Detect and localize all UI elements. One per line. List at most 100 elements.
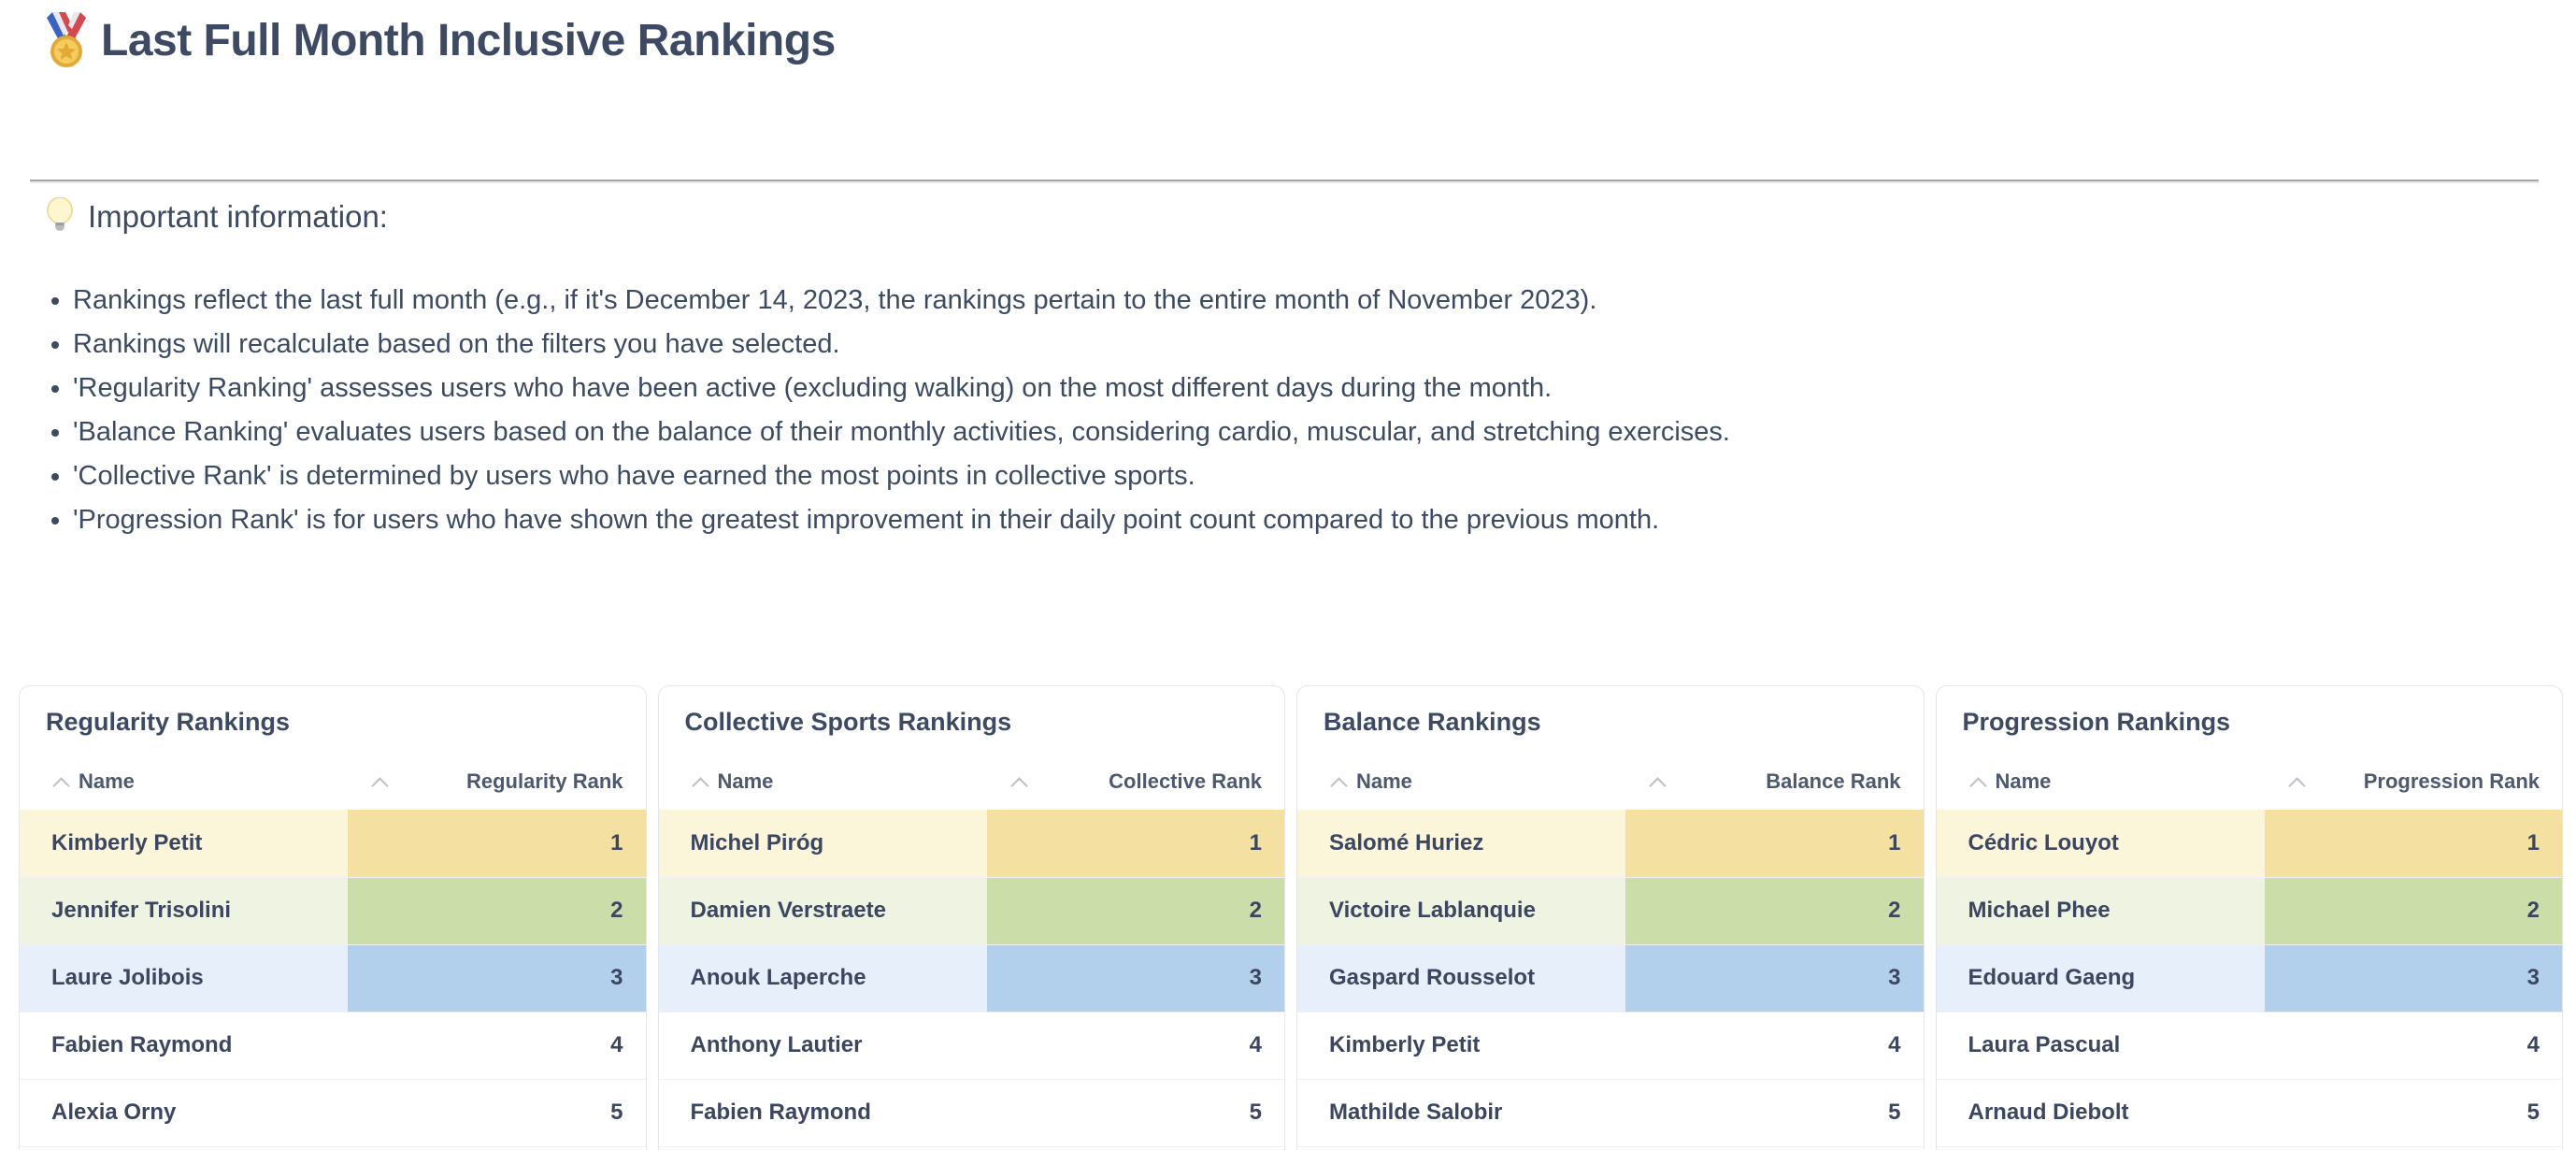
rank-cell: 2 [1625,877,1924,944]
chevron-up-icon [53,774,69,790]
lightbulb-icon [47,197,73,231]
table-row[interactable]: Alexia Orny 5 [20,1079,646,1146]
rank-cell: 1 [348,810,646,877]
name-cell: Kimberly Petit [1329,1032,1481,1057]
chevron-up-icon [2289,774,2305,790]
balance-rankings-card: Balance Rankings Name Balance Rank [1296,685,1925,1150]
table-row[interactable]: Kimberly Petit 1 [20,810,646,877]
rank-cell: 1 [986,810,1284,877]
chevron-up-icon [1331,774,1347,790]
table-row[interactable]: Jennifer Trisolini 2 [20,877,646,944]
column-header-rank[interactable]: Balance Rank [1625,754,1923,810]
name-cell: Laura Pascual [1968,1032,2121,1057]
table-row[interactable]: Laure Jolibois 3 [20,944,646,1012]
rankings-grid: Regularity Rankings Name Regularity Rank [19,685,2563,1150]
info-bullet: Rankings will recalculate based on the f… [73,323,2576,367]
name-cell: Gaspard Rousselot [1297,944,1626,1012]
table-row[interactable]: Laura Pascual 4 [1936,1012,2562,1079]
rank-cell: 3 [986,944,1284,1012]
rank-cell: 3 [2264,944,2562,1012]
page-title: Last Full Month Inclusive Rankings [101,16,836,65]
table-row[interactable]: Victoire Lablanquie 2 [1297,877,1924,944]
column-header-label: Progression Rank [2363,769,2540,793]
divider [30,180,2539,181]
name-cell: Fabien Raymond [51,1032,233,1057]
rank-cell: 3 [348,944,646,1012]
progression-rankings-card: Progression Rankings Name Progression Ra… [1935,685,2563,1150]
column-header-label: Name [1995,769,2052,793]
table-row[interactable]: Fabien Raymond 5 [658,1079,1284,1146]
chevron-up-icon [1011,774,1027,790]
column-header-name[interactable]: Name [20,754,348,810]
column-header-label: Regularity Rank [466,769,623,793]
table-row[interactable]: Salomé Huriez 1 [1297,810,1924,877]
collective-sports-rankings-card: Collective Sports Rankings Name Collecti… [657,685,1285,1150]
column-header-name[interactable]: Name [659,754,987,810]
collective-sports-rankings-table: Name Collective Rank Michel Piróg 1 [658,754,1284,1147]
info-heading-label: Important information: [88,199,388,234]
rank-cell: 5 [610,1100,623,1125]
rank-cell: 1 [1625,810,1924,877]
progression-rankings-table: Name Progression Rank Cédric Louyot 1 [1936,754,2562,1147]
table-row[interactable]: Cédric Louyot 1 [1936,810,2562,877]
name-cell: Alexia Orny [51,1100,177,1125]
info-bullet: 'Collective Rank' is determined by users… [73,454,2576,498]
rank-cell: 4 [2526,1032,2540,1057]
info-bullet-list: Rankings reflect the last full month (e.… [73,279,2576,542]
name-cell: Damien Verstraete [658,877,987,944]
table-row[interactable]: Gaspard Rousselot 3 [1297,944,1924,1012]
name-cell: Cédric Louyot [1936,810,2265,877]
table-row[interactable]: Anthony Lautier 4 [658,1012,1284,1079]
name-cell: Michel Piróg [658,810,987,877]
card-title: Balance Rankings [1324,708,1541,736]
name-cell: Edouard Gaeng [1936,944,2265,1012]
column-header-label: Balance Rank [1766,769,1901,793]
table-row[interactable]: Damien Verstraete 2 [658,877,1284,944]
name-cell: Mathilde Salobir [1329,1100,1503,1125]
column-header-name[interactable]: Name [1937,754,2265,810]
table-row[interactable]: Michael Phee 2 [1936,877,2562,944]
name-cell: Anthony Lautier [690,1032,863,1057]
rank-cell: 5 [1888,1100,1901,1125]
name-cell: Jennifer Trisolini [20,877,349,944]
column-header-name[interactable]: Name [1297,754,1625,810]
name-cell: Victoire Lablanquie [1297,877,1626,944]
table-row[interactable]: Michel Piróg 1 [658,810,1284,877]
rank-cell: 2 [986,877,1284,944]
regularity-rankings-table: Name Regularity Rank Kimberly Petit 1 [20,754,646,1147]
column-header-label: Name [79,769,135,793]
table-row[interactable]: Mathilde Salobir 5 [1297,1079,1924,1146]
column-header-label: Collective Rank [1109,769,1262,793]
table-row[interactable]: Fabien Raymond 4 [20,1012,646,1079]
rank-cell: 4 [610,1032,623,1057]
column-header-label: Name [717,769,774,793]
column-header-rank[interactable]: Collective Rank [987,754,1284,810]
name-cell: Arnaud Diebolt [1968,1100,2129,1125]
table-row[interactable]: Edouard Gaeng 3 [1936,944,2562,1012]
name-cell: Michael Phee [1936,877,2265,944]
table-row[interactable]: Arnaud Diebolt 5 [1936,1079,2562,1146]
chevron-up-icon [1970,774,1986,790]
info-bullet: Rankings reflect the last full month (e.… [73,279,2576,323]
medal-icon [47,12,86,67]
rank-cell: 5 [1249,1100,1262,1125]
rank-cell: 3 [1625,944,1924,1012]
name-cell: Anouk Laperche [658,944,987,1012]
rank-cell: 4 [1249,1032,1262,1057]
table-row[interactable]: Anouk Laperche 3 [658,944,1284,1012]
column-header-rank[interactable]: Regularity Rank [348,754,645,810]
info-bullet: 'Progression Rank' is for users who have… [73,498,2576,542]
info-heading: Important information: [47,196,2576,237]
chevron-up-icon [693,774,708,790]
rank-cell: 2 [348,877,646,944]
page-header: Last Full Month Inclusive Rankings [0,0,2576,69]
column-header-label: Name [1356,769,1412,793]
name-cell: Salomé Huriez [1297,810,1626,877]
name-cell: Laure Jolibois [20,944,349,1012]
table-row[interactable]: Kimberly Petit 4 [1297,1012,1924,1079]
chevron-up-icon [1650,774,1666,790]
card-title: Collective Sports Rankings [684,708,1012,736]
column-header-rank[interactable]: Progression Rank [2265,754,2562,810]
rank-cell: 2 [2264,877,2562,944]
name-cell: Fabien Raymond [690,1100,871,1125]
